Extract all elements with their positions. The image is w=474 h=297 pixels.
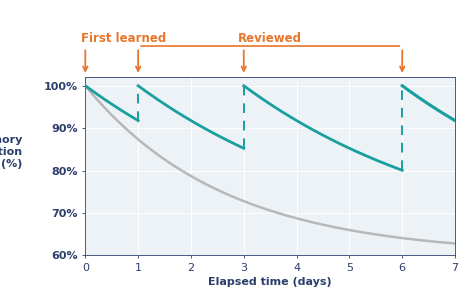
Text: First learned: First learned: [81, 31, 166, 45]
X-axis label: Elapsed time (days): Elapsed time (days): [209, 277, 332, 287]
Y-axis label: Memory
retention
(%): Memory retention (%): [0, 135, 22, 169]
Text: Reviewed: Reviewed: [238, 31, 302, 45]
